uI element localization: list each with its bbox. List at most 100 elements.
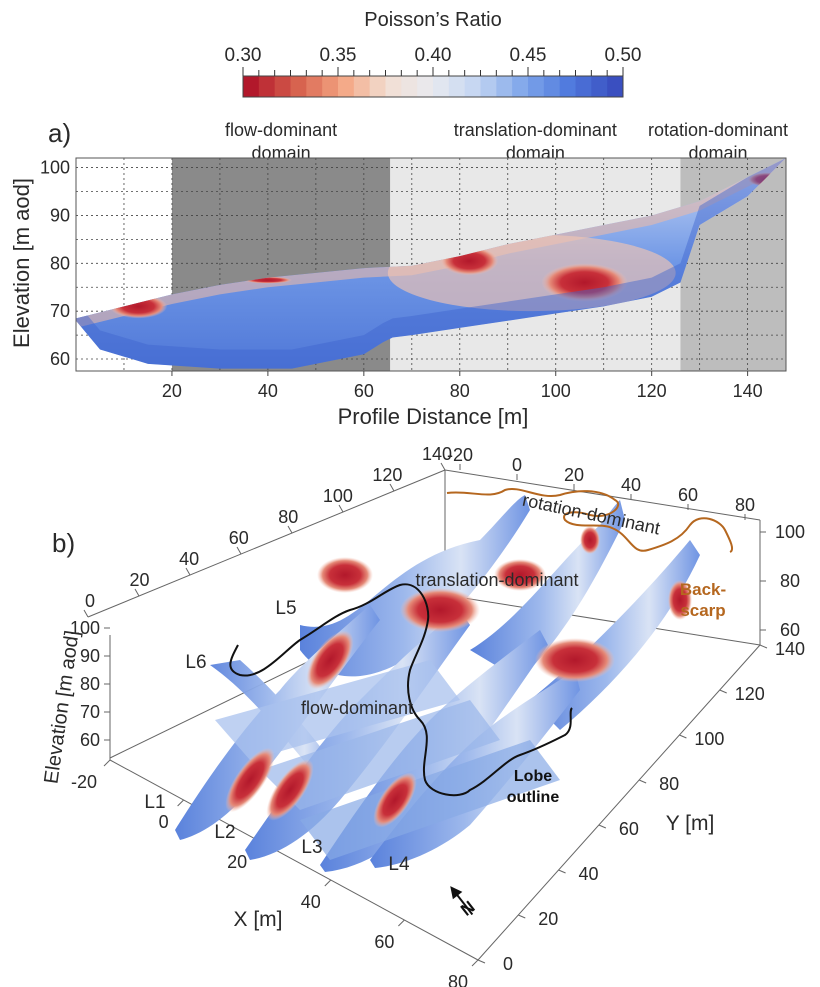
x-tick-label-b: 20 [227,852,247,872]
profile-sheet-cross-3 [300,740,560,860]
domain-label-translation: translation-dominant [415,570,578,590]
top-x-tick-label-b: 20 [564,465,584,485]
colorbar-swatch [338,76,355,97]
y-tick-label-b: 40 [579,864,599,884]
box-tick [177,799,184,807]
panel-b-label: b) [52,528,75,558]
y-tick-label-b: 60 [619,819,639,839]
panel-a-y-tick-labels: 60 70 80 90 100 [40,158,70,369]
lobe-outline [229,583,573,797]
top-y-tick-label-b: 0 [85,591,95,611]
high-ratio-zone-b4 [535,638,615,682]
panel-b-z-axis-label: Elevation [m aod] [40,629,83,785]
colorbar-swatch [243,76,260,97]
colorbar-tick-labels: 0.30 0.35 0.40 0.45 0.50 [225,45,642,66]
top-x-tick-label-b: 0 [512,455,522,475]
y-tick-label-b: 140 [775,639,805,659]
high-ratio-zone-b10 [668,580,692,620]
top-y-tick-label-b: 20 [130,570,150,590]
panel-a-domain-titles: flow-dominantdomaintranslation-dominantd… [225,120,788,163]
x-tick-label-b: 0 [159,812,169,832]
high-ratio-zone-b1 [317,557,373,593]
domain-title-line1: rotation-dominant [648,120,788,140]
x-tick-label: 80 [450,381,470,401]
top-x-tick-label-b: 60 [678,485,698,505]
colorbar-tick-label: 0.50 [605,45,642,66]
lobe-label-line2: outline [507,789,560,806]
colorbar-swatch [258,76,276,97]
panel-a-plot-frame [75,157,787,372]
z-tick-label-b: 70 [80,702,100,722]
colorbar-swatch [543,76,561,97]
x-tick-label: 140 [733,381,763,401]
colorbar-tick-label: 0.35 [320,45,357,66]
y-tick-label: 100 [40,158,70,178]
box-tick [518,914,526,919]
north-arrow-label: N [457,897,478,920]
high-ratio-zone-b3 [494,559,546,591]
box-tick [338,504,344,513]
high-ratio-zone [541,263,628,302]
box-tick [287,525,293,534]
panel-b: b) [40,444,805,987]
z-tick-label-b: 90 [80,646,100,666]
right-z-tick-label-b: 100 [775,522,805,542]
x-tick-label: 100 [541,381,571,401]
box-edge-top-left [87,469,446,618]
profile-label-L4: L4 [388,854,410,875]
panel-b-y-axis-label: Y [m] [666,812,715,835]
colorbar-swatch [591,76,608,97]
panel-a-y-axis-label: Elevation [m aod] [9,178,34,348]
box-tick [324,879,332,887]
colorbar-swatch [353,76,371,97]
top-y-tick-label-b: 40 [179,549,199,569]
y-tick-label: 70 [50,301,70,321]
domain-label-flow: flow-dominant [301,698,413,718]
box-tick [103,759,111,767]
box-tick [440,462,446,471]
high-ratio-zone-b9 [580,526,600,554]
right-z-tick-label-b: 80 [780,571,800,591]
y-tick-label: 90 [50,205,70,225]
y-tick-label: 60 [50,349,70,369]
lobe-label-line1: Lobe [514,768,552,785]
backscarp-label-line2: scarp [680,601,725,620]
box-tick [638,779,647,784]
colorbar-swatch [480,76,497,97]
x-tick-label-b: -20 [71,772,97,792]
top-y-tick-label-b: 60 [229,528,249,548]
colorbar-swatches [242,67,624,98]
colorbar-tick-label: 0.45 [510,45,547,66]
north-arrow-head [450,886,463,900]
panel-b-tick-marks [83,462,768,967]
colorbar-swatch [274,76,291,97]
y-tick-label: 80 [50,253,70,273]
top-y-tick-label-b: 100 [323,486,353,506]
x-tick-label: 20 [162,381,182,401]
box-tick [679,734,687,739]
colorbar-swatch [417,76,434,97]
colorbar-swatch [512,76,529,97]
box-tick [83,609,89,618]
box-tick [477,959,486,964]
colorbar-swatch [496,76,513,97]
z-tick-label-b: 80 [80,674,100,694]
top-y-tick-label-b: 80 [278,507,298,527]
high-ratio-zone-b7 [266,759,314,821]
high-ratio-zone-b6 [306,630,354,690]
colorbar-swatch [559,76,576,97]
colorbar-swatch [385,76,402,97]
colorbar-swatch [607,76,624,97]
top-y-tick-label-b: 120 [372,465,402,485]
colorbar-swatch [448,76,466,97]
box-tick [598,824,607,829]
box-tick [236,546,242,555]
box-tick [185,567,191,576]
box-tick [134,588,140,597]
x-tick-label: 40 [258,381,278,401]
backscarp-label-line1: Back- [680,580,726,599]
high-ratio-zone-b5 [225,747,275,813]
box-edge-right-floor [477,644,761,961]
